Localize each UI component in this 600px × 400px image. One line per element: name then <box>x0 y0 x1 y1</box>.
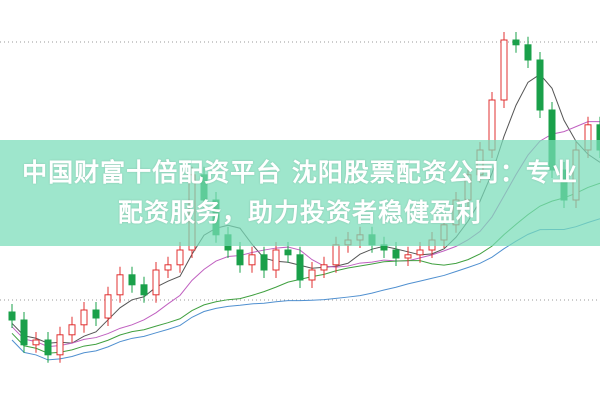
candle-down <box>8 311 16 321</box>
title-banner: 中国财富十倍配资平台 沈阳股票配资公司：专业 配资服务，助力投资者稳健盈利 <box>0 140 600 246</box>
candle-up <box>80 309 88 326</box>
candle-up <box>308 269 316 281</box>
candle-up <box>272 249 280 271</box>
candle-down <box>44 339 52 356</box>
candle-up <box>176 249 184 266</box>
candle-up <box>320 264 328 271</box>
candle-up <box>116 274 124 296</box>
candle-up <box>104 294 112 319</box>
candle-up <box>68 324 76 336</box>
candle-up <box>56 334 64 356</box>
title-line-1: 中国财富十倍配资平台 沈阳股票配资公司：专业 <box>22 158 578 187</box>
candle-down <box>512 39 520 46</box>
candle-down <box>284 249 292 256</box>
candle-down <box>392 249 400 259</box>
candle-down <box>536 59 544 111</box>
candle-down <box>296 254 304 281</box>
candle-up <box>404 254 412 259</box>
candle-up <box>500 39 508 101</box>
candle-down <box>140 284 148 296</box>
candle-down <box>128 274 136 286</box>
candle-up <box>332 244 340 266</box>
candle-up <box>164 264 172 271</box>
candle-down <box>524 44 532 61</box>
candle-down <box>20 319 28 346</box>
ma30-line <box>11 218 600 361</box>
candle-down <box>236 249 244 266</box>
candle-down <box>92 309 100 319</box>
candle-up <box>416 249 424 256</box>
candle-up <box>32 339 40 346</box>
candle-up <box>248 254 256 266</box>
title-line-2: 配资服务，助力投资者稳健盈利 <box>117 198 482 227</box>
candle-up <box>152 269 160 296</box>
candle-down <box>260 254 268 271</box>
candle-down <box>596 124 600 151</box>
